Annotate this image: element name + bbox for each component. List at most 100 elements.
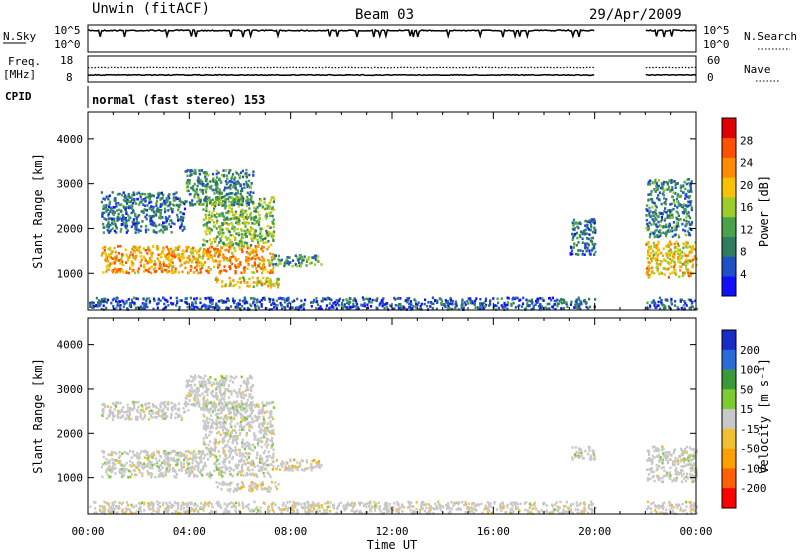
power-cell <box>185 297 188 301</box>
power-cell <box>107 253 110 257</box>
power-cell <box>272 266 275 269</box>
power-cell <box>435 307 438 311</box>
power-cell <box>302 258 305 262</box>
power-cell <box>381 304 384 308</box>
velocity-cell <box>225 468 228 471</box>
power-cell <box>503 303 506 307</box>
velocity-cell <box>255 416 259 420</box>
power-cell <box>131 247 134 251</box>
power-cell <box>150 217 153 220</box>
power-cell <box>672 267 676 271</box>
velocity-cell <box>151 416 154 419</box>
power-cell <box>217 203 220 206</box>
velocity-cell <box>166 462 169 465</box>
velocity-cell <box>210 393 213 396</box>
power-cell <box>675 222 678 226</box>
power-cell <box>233 236 236 239</box>
velocity-cell <box>112 464 115 468</box>
velocity-cell <box>140 450 143 453</box>
power-cell <box>227 223 230 227</box>
power-cell <box>469 301 472 305</box>
power-cell <box>481 302 484 306</box>
velocity-cell <box>195 391 198 394</box>
velocity-cell <box>221 380 224 383</box>
power-cell <box>115 226 118 230</box>
power-cell <box>180 224 183 228</box>
power-cell <box>118 300 121 303</box>
velocity-cell <box>190 380 193 383</box>
velocity-cell <box>185 404 188 408</box>
power-cell <box>140 251 143 254</box>
power-cell <box>159 208 162 212</box>
power-cell <box>194 249 197 252</box>
velocity-cell <box>250 487 253 491</box>
velocity-cell <box>188 470 191 474</box>
power-cell <box>227 181 230 184</box>
velocity-cell <box>226 488 229 492</box>
power-cell <box>211 188 214 192</box>
power-cell <box>527 304 530 308</box>
power-cell <box>162 246 165 249</box>
velocity-cell <box>225 457 228 460</box>
power-cell <box>223 198 226 202</box>
velocity-cell <box>164 470 167 474</box>
velocity-cell <box>170 450 173 454</box>
power-cell <box>272 234 275 237</box>
velocity-cell <box>117 456 120 459</box>
power-cell <box>396 297 399 300</box>
power-cell <box>666 261 670 264</box>
power-cell <box>265 215 269 218</box>
power-cell <box>689 183 692 187</box>
power-cell <box>105 210 108 213</box>
power-cell <box>104 252 107 256</box>
power-cell <box>247 198 250 201</box>
velocity-cell <box>122 467 125 471</box>
power-cell <box>401 307 405 310</box>
power-cell <box>239 183 242 186</box>
power-cell <box>220 269 223 273</box>
velocity-cell <box>261 406 264 410</box>
velocity-cell <box>248 425 251 429</box>
velocity-cell <box>261 408 264 411</box>
power-cell <box>689 298 692 302</box>
power-cell <box>238 196 241 200</box>
power-cell <box>199 188 202 192</box>
velocity-cell <box>186 458 190 461</box>
power-cell <box>220 192 223 195</box>
power-cell <box>676 182 679 185</box>
power-cell <box>225 198 228 201</box>
velocity-cell <box>226 434 229 437</box>
power-cell <box>235 180 238 184</box>
velocity-cell <box>251 460 254 463</box>
power-cell <box>574 300 577 303</box>
power-cell <box>121 213 124 217</box>
velocity-cell <box>251 384 255 387</box>
power-cell <box>577 249 580 252</box>
power-cell <box>692 247 695 251</box>
velocity-cell <box>219 400 222 403</box>
velocity-cell <box>144 414 147 417</box>
velocity-cell <box>227 440 230 443</box>
power-cell <box>280 258 283 262</box>
power-cell <box>581 237 584 241</box>
power-cell <box>272 196 275 199</box>
power-cell <box>684 302 687 305</box>
velocity-cell <box>230 390 233 394</box>
velocity-cell <box>141 464 144 467</box>
power-cell <box>145 297 149 301</box>
velocity-cell <box>191 457 194 461</box>
velocity-cell <box>160 410 163 413</box>
power-cell <box>588 219 591 222</box>
power-cell <box>269 279 272 283</box>
velocity-cell <box>167 458 170 461</box>
power-cell <box>245 260 248 264</box>
power-cell <box>171 254 174 257</box>
power-cell <box>134 222 137 225</box>
power-cell <box>467 297 470 300</box>
velocity-cell <box>158 473 161 476</box>
power-cell <box>239 184 242 188</box>
power-cell <box>229 282 232 285</box>
power-cell <box>224 248 227 252</box>
power-cell <box>186 256 189 260</box>
power-cell <box>210 301 214 305</box>
